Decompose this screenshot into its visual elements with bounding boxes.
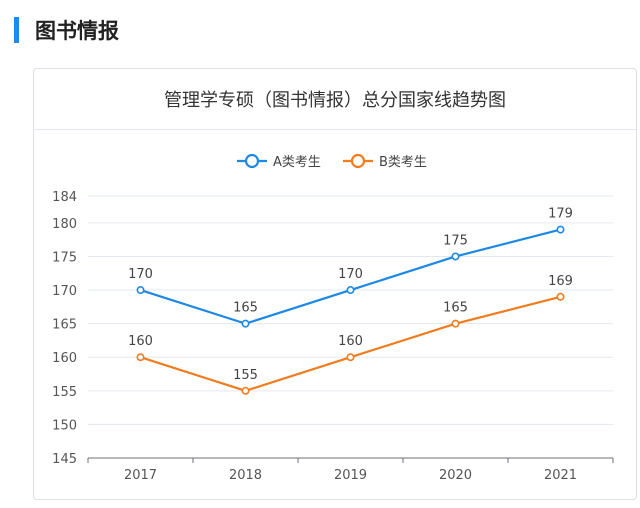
data-label: 160 bbox=[338, 334, 363, 349]
data-point bbox=[346, 286, 355, 295]
y-tick-label: 145 bbox=[52, 452, 77, 467]
x-tick-label: 2018 bbox=[229, 468, 262, 483]
x-tick-label: 2017 bbox=[124, 468, 157, 483]
data-point bbox=[136, 286, 145, 295]
data-label: 169 bbox=[548, 274, 573, 289]
data-label: 175 bbox=[443, 233, 468, 248]
data-point bbox=[556, 292, 565, 301]
data-label: 179 bbox=[548, 207, 573, 222]
data-point bbox=[451, 252, 460, 261]
data-point bbox=[556, 225, 565, 234]
chart-card: 管理学专硕（图书情报）总分国家线趋势图 bbox=[33, 68, 637, 500]
data-label: 160 bbox=[128, 334, 153, 349]
section-accent-bar bbox=[14, 17, 19, 43]
x-tick-label: 2021 bbox=[544, 468, 577, 483]
section-header: 图书情报 bbox=[14, 14, 119, 46]
x-tick-label: 2019 bbox=[334, 468, 367, 483]
data-point bbox=[241, 319, 250, 328]
y-tick-label: 165 bbox=[52, 318, 77, 333]
data-point bbox=[346, 353, 355, 362]
data-point bbox=[241, 386, 250, 395]
data-point bbox=[451, 319, 460, 328]
chart-card-header: 管理学专硕（图书情报）总分国家线趋势图 bbox=[34, 69, 636, 130]
chart-title: 管理学专硕（图书情报）总分国家线趋势图 bbox=[164, 90, 506, 111]
y-tick-label: 175 bbox=[52, 250, 77, 265]
legend-label-2: B类考生 bbox=[379, 155, 427, 170]
legend-marker-1 bbox=[244, 153, 260, 169]
data-label: 165 bbox=[443, 301, 468, 316]
legend-marker-2 bbox=[350, 153, 366, 169]
data-label: 170 bbox=[128, 267, 153, 282]
section-title: 图书情报 bbox=[35, 19, 119, 43]
y-tick-label: 170 bbox=[52, 284, 77, 299]
y-tick-label: 150 bbox=[52, 418, 77, 433]
y-tick-label: 160 bbox=[52, 351, 77, 366]
legend-label-1: A类考生 bbox=[273, 155, 321, 170]
data-label: 165 bbox=[233, 301, 258, 316]
data-label: 155 bbox=[233, 368, 258, 383]
x-tick-label: 2020 bbox=[439, 468, 472, 483]
data-label: 170 bbox=[338, 267, 363, 282]
data-point bbox=[136, 353, 145, 362]
y-tick-label: 180 bbox=[52, 217, 77, 232]
y-tick-label: 184 bbox=[52, 190, 77, 205]
y-tick-label: 155 bbox=[52, 385, 77, 400]
